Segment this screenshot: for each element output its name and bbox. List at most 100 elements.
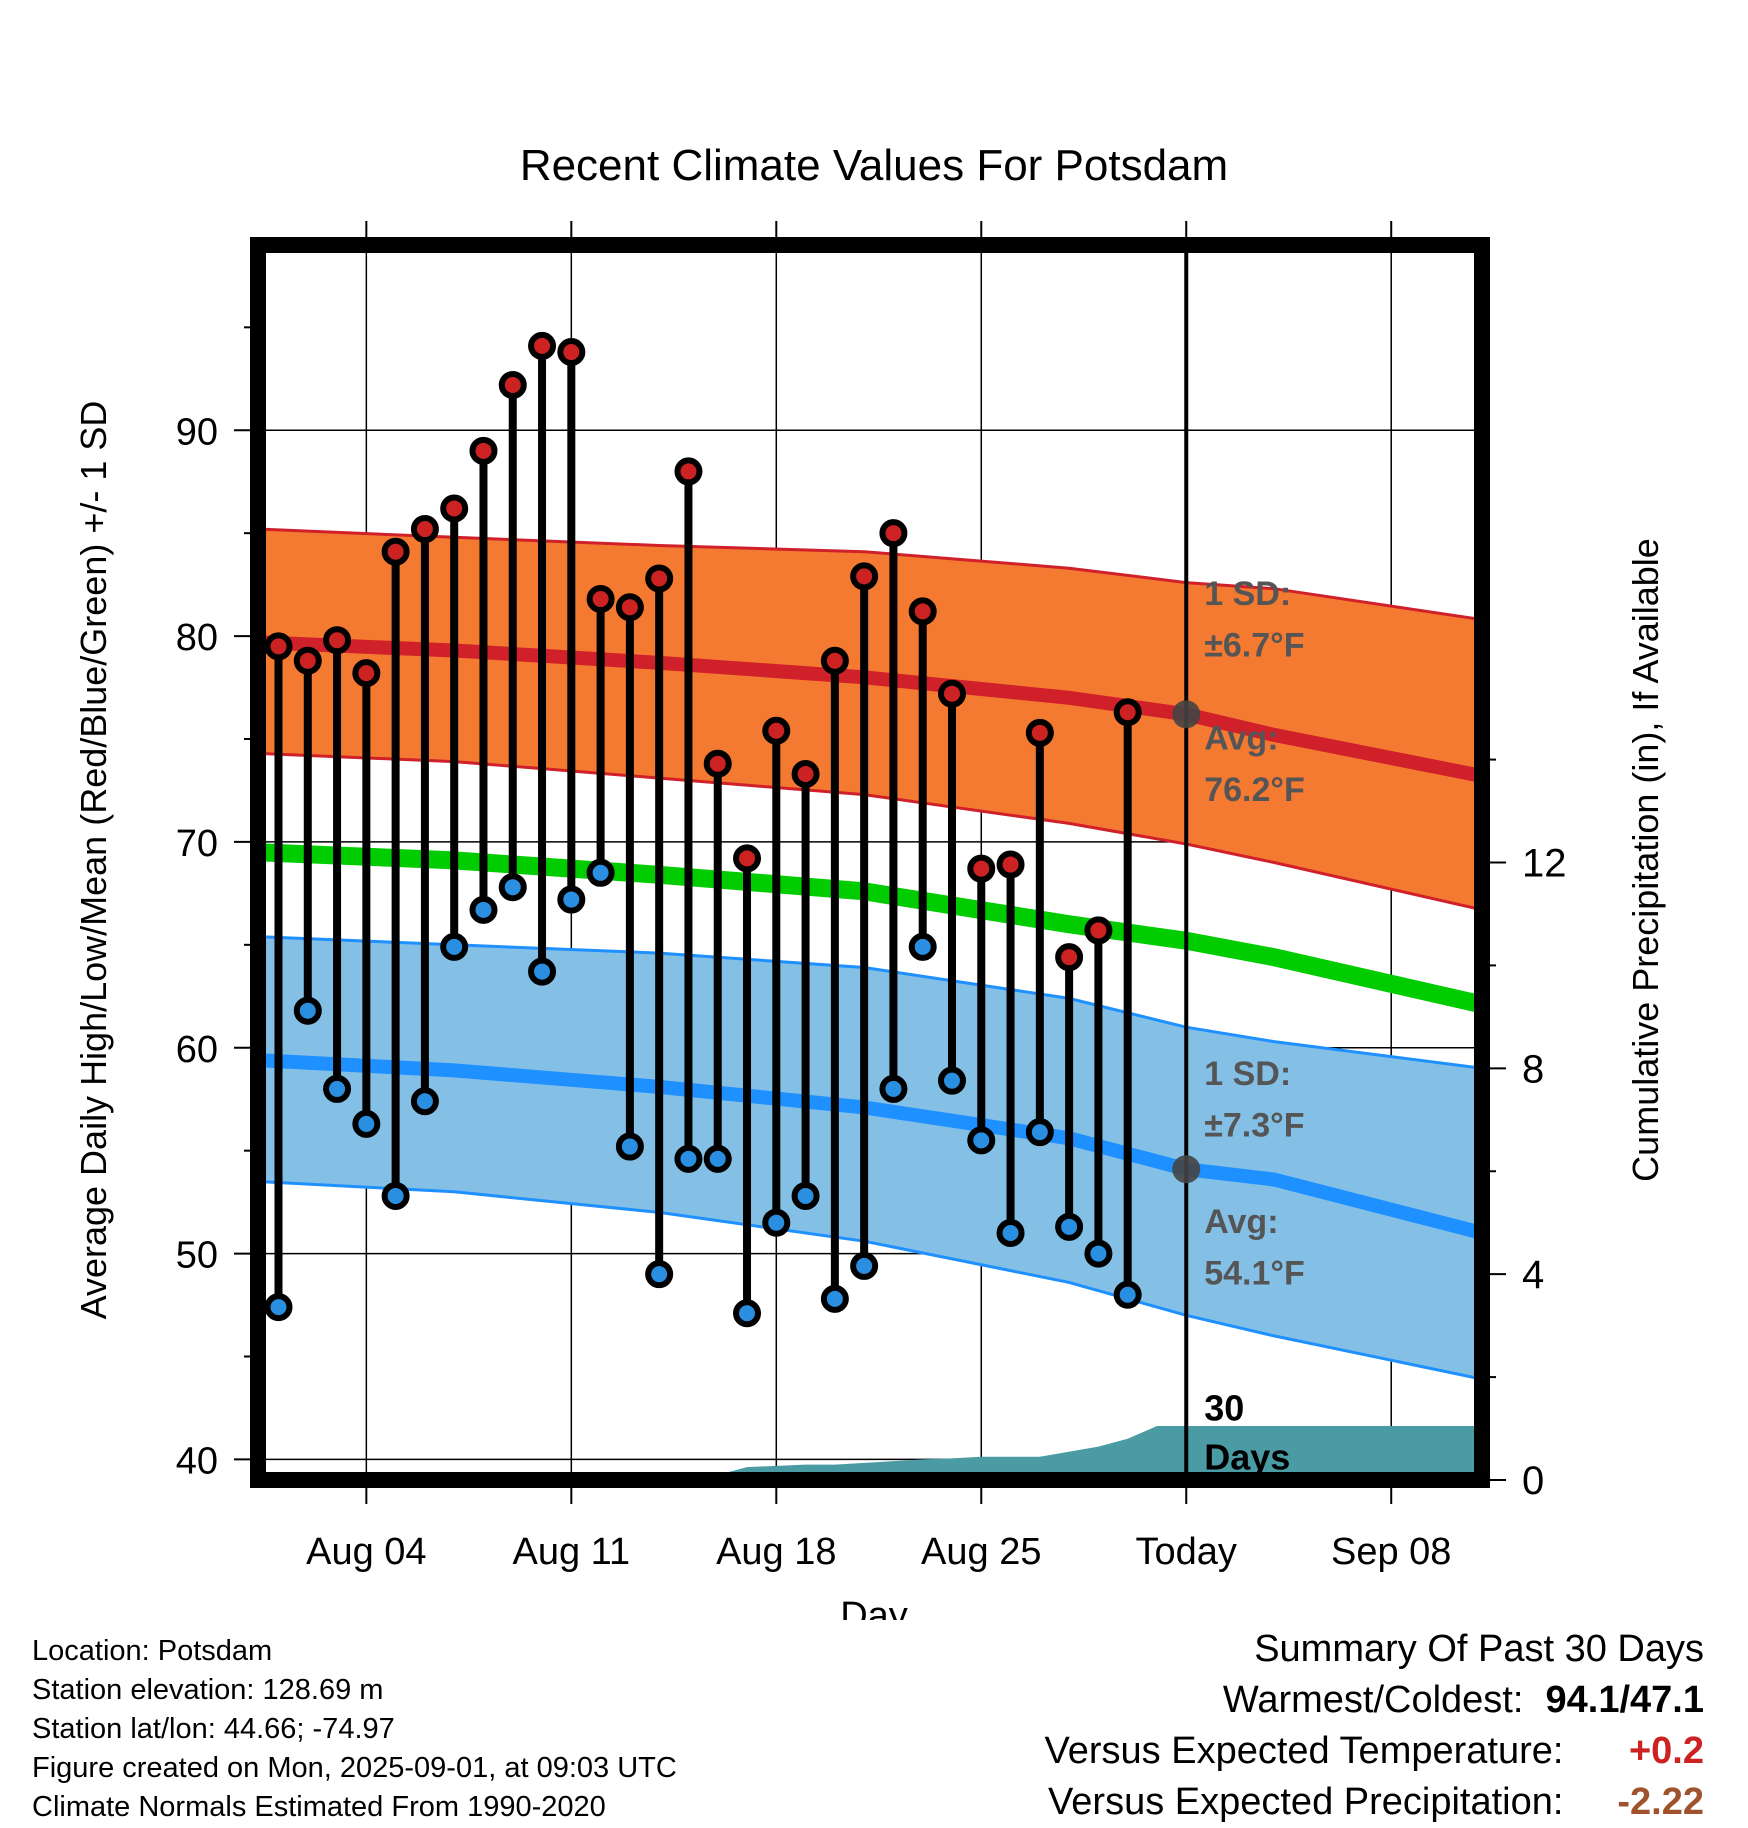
low-marker [908, 932, 937, 961]
y-axis-label-left: Average Daily High/Low/Mean (Red/Blue/Gr… [73, 401, 114, 1320]
high-marker [1113, 698, 1142, 727]
summary-panel: Summary Of Past 30 Days Warmest/Coldest:… [1045, 1624, 1704, 1828]
high-sd-upper-line [258, 527, 1482, 622]
low-sd-band [258, 936, 1482, 1380]
summary-temp-row: Versus Expected Temperature: +0.2 [1045, 1726, 1704, 1777]
low-marker [352, 1109, 381, 1138]
low-marker [967, 1126, 996, 1155]
summary-temp-value: +0.2 [1628, 1730, 1704, 1772]
x-tick-label: Aug 25 [921, 1531, 1041, 1573]
low-marker [879, 1074, 908, 1103]
footer-location: Location: Potsdam [32, 1635, 273, 1667]
low-marker [1025, 1118, 1054, 1147]
chart-title: Recent Climate Values For Potsdam [520, 141, 1228, 190]
low-marker [615, 1132, 644, 1161]
high-marker [1084, 916, 1113, 945]
high-marker [937, 679, 966, 708]
y2-tick-label: 12 [1522, 842, 1567, 886]
high-marker [674, 457, 703, 486]
summary-warmest-row: Warmest/Coldest: 94.1/47.1 [1045, 1675, 1704, 1726]
high-marker [264, 632, 293, 661]
today-days-label-2: Days [1204, 1437, 1290, 1478]
low-marker [820, 1284, 849, 1313]
summary-warmest-label: Warmest/Coldest: [1222, 1679, 1524, 1721]
low-marker [703, 1144, 732, 1173]
high-marker [615, 593, 644, 622]
today-avg-high-point [1172, 700, 1201, 729]
summary-precip-label: Versus Expected Precipitation: [1048, 1781, 1564, 1823]
low-marker [381, 1181, 410, 1210]
x-tick-label: Aug 04 [306, 1531, 426, 1573]
low-marker [674, 1144, 703, 1173]
high-marker [498, 370, 527, 399]
y-tick-label: 50 [176, 1235, 218, 1277]
high-marker [820, 646, 849, 675]
y2-tick-label: 0 [1522, 1459, 1544, 1503]
low-marker [762, 1208, 791, 1237]
y2-tick-label: 8 [1522, 1047, 1544, 1091]
summary-heading: Summary Of Past 30 Days [1254, 1628, 1704, 1670]
low-sd-label: 1 SD: [1204, 1055, 1291, 1093]
climate-chart: Recent Climate Values For Potsdam 1 SD: ±… [73, 141, 1666, 1620]
high-marker [908, 597, 937, 626]
low-marker [1084, 1239, 1113, 1268]
high-marker [762, 716, 791, 745]
y-tick-label: 70 [176, 823, 218, 865]
low-marker [528, 957, 557, 986]
summary-precip-row: Versus Expected Precipitation: -2.22 [1045, 1777, 1704, 1828]
high-marker [352, 659, 381, 688]
low-marker [850, 1251, 879, 1280]
low-marker [733, 1299, 762, 1328]
high-marker [996, 850, 1025, 879]
high-marker [557, 338, 586, 367]
high-marker [879, 519, 908, 548]
x-tick-label: Aug 18 [716, 1531, 836, 1573]
station-info: Location: Potsdam Station elevation: 128… [32, 1632, 677, 1827]
x-axis-label: Day [840, 1595, 908, 1620]
low-marker [1055, 1212, 1084, 1241]
y-tick-label: 90 [176, 411, 218, 453]
summary-precip-value: -2.22 [1617, 1781, 1704, 1823]
high-marker [469, 436, 498, 465]
low-marker [498, 873, 527, 902]
low-marker [791, 1181, 820, 1210]
high-marker [293, 646, 322, 675]
high-marker [703, 749, 732, 778]
footer-created: Figure created on Mon, 2025-09-01, at 09… [32, 1752, 677, 1784]
high-marker [850, 562, 879, 591]
y-tick-label: 60 [176, 1029, 218, 1071]
low-avg-label: Avg: [1204, 1203, 1278, 1241]
high-marker [791, 759, 820, 788]
daily-mean-line [258, 843, 1482, 1014]
y2-tick-label: 4 [1522, 1253, 1544, 1297]
high-avg-value: 76.2°F [1204, 771, 1305, 809]
low-marker [996, 1219, 1025, 1247]
high-marker [1025, 718, 1054, 747]
high-marker [528, 331, 557, 360]
high-marker [967, 854, 996, 883]
high-sd-value: ±6.7°F [1204, 627, 1304, 665]
footer-normals: Climate Normals Estimated From 1990-2020 [32, 1791, 606, 1823]
precipitation-area [512, 1426, 1482, 1480]
low-marker [264, 1293, 293, 1322]
low-marker [557, 885, 586, 914]
footer-elevation: Station elevation: 128.69 m [32, 1674, 384, 1706]
low-mean-line [258, 1053, 1482, 1240]
low-sd-upper-line [258, 935, 1482, 1070]
high-sd-lower-line [258, 751, 1482, 912]
high-marker [733, 844, 762, 873]
y-tick-label: 40 [176, 1440, 218, 1482]
y-axis-label-right: Cumulative Precipitation (in), If Availa… [1625, 538, 1666, 1182]
x-tick-label: Today [1136, 1531, 1237, 1573]
y-tick-label: 80 [176, 617, 218, 659]
low-avg-value: 54.1°F [1204, 1254, 1305, 1292]
summary-warmest-value: 94.1/47.1 [1545, 1679, 1704, 1721]
low-marker [293, 996, 322, 1025]
high-marker [440, 494, 469, 523]
low-marker [937, 1066, 966, 1095]
summary-temp-label: Versus Expected Temperature: [1044, 1730, 1564, 1772]
high-sd-label: 1 SD: [1204, 575, 1291, 613]
high-mean-line [258, 635, 1482, 783]
low-marker [469, 895, 498, 924]
low-marker [586, 858, 615, 887]
